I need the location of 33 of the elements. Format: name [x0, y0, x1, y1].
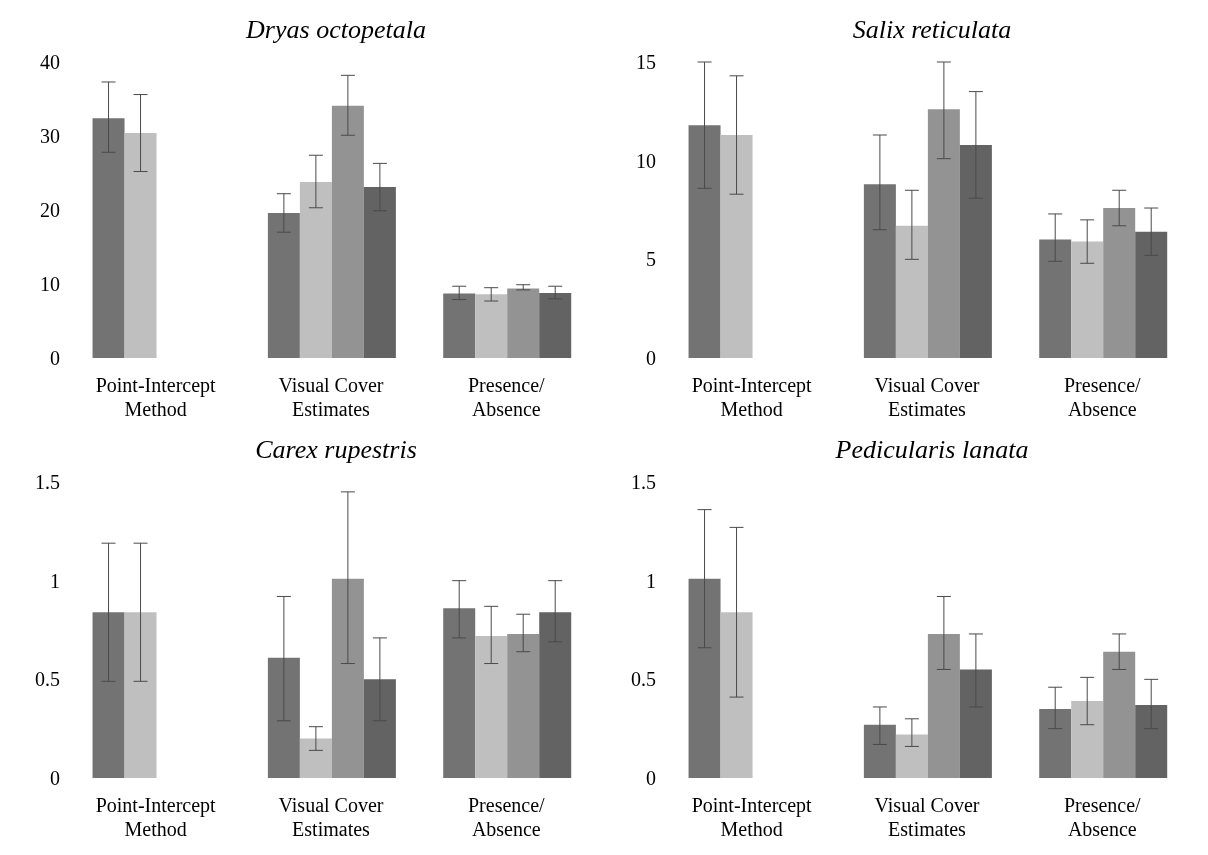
- chart-title: Pedicularis lanata: [834, 434, 1030, 466]
- x-tick-label: Presence/Absence: [1064, 374, 1142, 420]
- y-tick-label: 0.5: [631, 668, 656, 691]
- y-tick-label: 0: [50, 767, 60, 790]
- y-tick-label: 15: [636, 51, 656, 74]
- y-tick-label: 0.5: [35, 668, 60, 691]
- y-tick-label: 10: [40, 273, 60, 296]
- x-tick-label: Visual Cover Estimates: [278, 374, 384, 420]
- y-tick-label: 30: [40, 125, 60, 148]
- y-tick-label: 0: [50, 347, 60, 370]
- x-tick-label: Point-Intercept Method: [691, 794, 813, 840]
- x-tick-label: Visual Cover Estimates: [874, 374, 980, 420]
- x-tick-label: Presence/Absence: [1064, 794, 1142, 840]
- x-tick-label: Point-Intercept Method: [95, 794, 217, 840]
- y-tick-label: 1: [50, 569, 60, 592]
- y-tick-label: 40: [40, 51, 60, 74]
- chart-title: Salix reticulata: [851, 14, 1013, 46]
- y-tick-label: 1.5: [35, 471, 60, 494]
- chart-title: Dryas octopetala: [244, 14, 427, 46]
- y-tick-label: 5: [646, 248, 656, 271]
- chart-title: Carex rupestris: [254, 434, 418, 466]
- x-tick-label: Visual Cover Estimates: [278, 794, 384, 840]
- y-tick-label: 0: [646, 347, 656, 370]
- x-tick-label: Point-Intercept Method: [95, 374, 217, 420]
- y-tick-label: 1.5: [631, 471, 656, 494]
- x-tick-label: Point-Intercept Method: [691, 374, 813, 420]
- y-tick-label: 1: [646, 569, 656, 592]
- y-tick-label: 0: [646, 767, 656, 790]
- x-tick-label: Visual Cover Estimates: [874, 794, 980, 840]
- x-tick-label: Presence/Absence: [468, 374, 546, 420]
- y-tick-label: 20: [40, 199, 60, 222]
- x-tick-label: Presence/Absence: [468, 794, 546, 840]
- y-tick-label: 10: [636, 149, 656, 172]
